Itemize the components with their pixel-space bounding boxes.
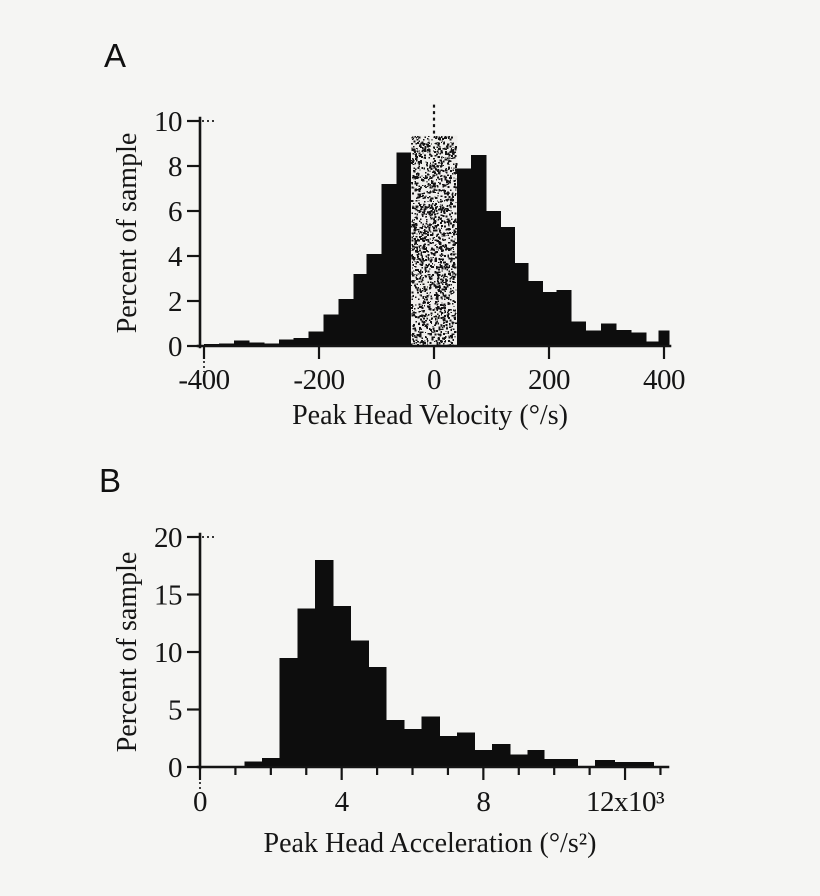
histogram-bar <box>403 729 423 768</box>
x-tick-label: 0 <box>193 786 207 818</box>
histogram-bar <box>332 606 352 768</box>
histogram-bar <box>297 608 316 768</box>
histogram-bar <box>615 329 632 347</box>
histogram-bar <box>492 744 511 768</box>
histogram-bar <box>585 330 602 347</box>
histogram-bar <box>509 754 529 768</box>
histogram-bar <box>308 331 325 347</box>
x-tick-label: 4 <box>335 786 350 818</box>
ticks-group <box>187 535 662 780</box>
histogram-bar <box>315 560 334 768</box>
histogram-bar <box>614 761 655 768</box>
y-tick-label: 20 <box>154 522 182 554</box>
panel-b-plot: 0 4 8 12x10³ 0 5 10 15 20 <box>154 522 670 818</box>
bars-group <box>244 560 655 768</box>
x-tick-label: 200 <box>528 364 570 396</box>
histogram-bar <box>368 666 387 768</box>
histogram-bar <box>293 338 310 347</box>
panel-a-x-axis-title: Peak Head Velocity (°/s) <box>292 400 568 431</box>
x-tick-label: -200 <box>293 364 344 396</box>
panel-b-y-axis-title: Percent of sample <box>112 552 143 753</box>
stipple-dots <box>411 135 458 347</box>
stipple-bar <box>411 135 458 347</box>
histogram-bar <box>500 226 516 347</box>
histogram-bar <box>514 262 529 347</box>
panel-b-letter: B <box>99 462 121 499</box>
panel-a-letter: A <box>104 37 126 74</box>
y-tick-label: 2 <box>168 286 182 318</box>
histogram-bar <box>278 339 295 347</box>
x-tick-label: -400 <box>178 364 229 396</box>
histogram-bar <box>323 314 340 347</box>
histogram-bar <box>279 657 299 768</box>
tick-labels-group: 0 4 8 12x10³ 0 5 10 15 20 <box>154 522 665 818</box>
histogram-bar <box>233 340 250 347</box>
y-tick-label: 0 <box>168 331 182 363</box>
x-tick-label: 400 <box>643 364 685 396</box>
panel-b-x-axis-title: Peak Head Acceleration (°/s²) <box>264 828 597 859</box>
histogram-bar <box>470 154 487 347</box>
histogram-bar <box>556 289 572 347</box>
histogram-bar <box>485 211 501 347</box>
histogram-bar <box>645 341 659 347</box>
histogram-bar <box>439 735 458 768</box>
histogram-bar <box>456 732 476 768</box>
y-tick-label: 5 <box>168 695 182 727</box>
histogram-bar <box>338 298 355 347</box>
histogram-bar <box>543 758 578 768</box>
histogram-bar <box>421 716 440 768</box>
panel-a-y-axis-title: Percent of sample <box>112 133 143 334</box>
histogram-bar <box>396 152 412 347</box>
histogram-bar <box>527 280 543 347</box>
y-tick-label: 4 <box>168 241 183 273</box>
y-tick-label: 0 <box>168 752 182 784</box>
x-tick-label: 0 <box>427 364 441 396</box>
histogram-bar <box>385 719 405 768</box>
tick-labels-group: -400 -200 0 200 400 0 2 4 6 8 10 <box>154 106 686 396</box>
x-tick-label: 8 <box>476 786 490 818</box>
histogram-bar <box>570 321 586 347</box>
x-tick-label: 12x10³ <box>586 786 665 818</box>
histogram-bar <box>474 749 493 768</box>
histogram-bar <box>261 757 281 768</box>
histogram-bar <box>457 168 472 347</box>
panel-a-plot: -400 -200 0 200 400 0 2 4 6 8 10 <box>154 104 686 396</box>
histogram-bar <box>630 332 647 347</box>
histogram-bar <box>366 253 383 347</box>
y-tick-label: 8 <box>168 151 182 183</box>
ticks-group <box>187 119 666 359</box>
histogram-bar <box>658 330 670 347</box>
histogram-bar <box>594 760 616 768</box>
histogram-bar <box>600 323 617 347</box>
histogram-bar <box>381 184 398 347</box>
histogram-bar <box>244 761 263 768</box>
histogram-bar <box>350 640 369 768</box>
histogram-bar <box>527 749 545 768</box>
y-tick-label: 6 <box>168 196 182 228</box>
histogram-bar <box>353 274 368 347</box>
histogram-bar <box>542 292 558 347</box>
y-tick-label: 10 <box>154 106 182 138</box>
y-tick-label: 15 <box>154 580 182 612</box>
y-tick-label: 10 <box>154 637 182 669</box>
bars-group <box>204 135 670 347</box>
